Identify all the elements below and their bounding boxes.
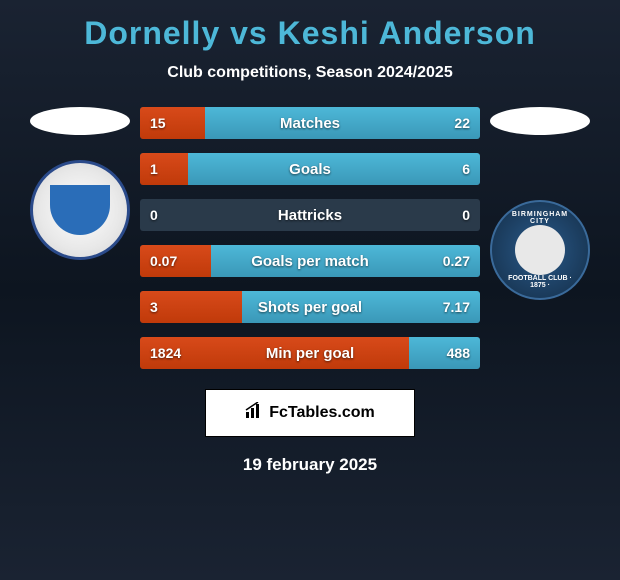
crest-shield-icon [50, 185, 110, 235]
brand-banner[interactable]: FcTables.com [205, 389, 415, 437]
left-flag-icon [30, 107, 130, 135]
brand-text: FcTables.com [269, 404, 375, 422]
stat-label: Min per goal [140, 345, 480, 362]
globe-icon [515, 225, 565, 275]
stat-bar: 3Shots per goal7.17 [140, 291, 480, 323]
page-title: Dornelly vs Keshi Anderson [0, 15, 620, 52]
chart-icon [245, 402, 263, 425]
stats-bars: 15Matches22 1Goals6 0Hattricks0 0.07Goals p… [140, 107, 480, 369]
right-flag-icon [490, 107, 590, 135]
stat-label: Hattricks [140, 207, 480, 224]
stat-label: Goals [140, 161, 480, 178]
stat-bar: 0.07Goals per match0.27 [140, 245, 480, 277]
stat-label: Shots per goal [140, 299, 480, 316]
stat-label: Matches [140, 115, 480, 132]
stat-label: Goals per match [140, 253, 480, 270]
stat-value-right: 22 [454, 115, 470, 131]
stat-bar: 0Hattricks0 [140, 199, 480, 231]
stat-value-right: 0 [462, 207, 470, 223]
stat-value-right: 6 [462, 161, 470, 177]
right-column: BIRMINGHAM CITY FOOTBALL CLUB · 1875 · [480, 107, 600, 300]
right-club-crest: BIRMINGHAM CITY FOOTBALL CLUB · 1875 · [490, 200, 590, 300]
left-club-crest [30, 160, 130, 260]
stat-bar: 15Matches22 [140, 107, 480, 139]
crest-text-bottom: FOOTBALL CLUB · 1875 · [502, 275, 578, 289]
stat-bar: 1Goals6 [140, 153, 480, 185]
stat-value-right: 488 [447, 345, 470, 361]
crest-text-top: BIRMINGHAM CITY [502, 211, 578, 225]
comparison-panel: Dornelly vs Keshi Anderson Club competit… [0, 0, 620, 485]
subtitle: Club competitions, Season 2024/2025 [0, 64, 620, 82]
date-text: 19 february 2025 [0, 455, 620, 475]
stat-value-right: 7.17 [443, 299, 470, 315]
crest-right-content: BIRMINGHAM CITY FOOTBALL CLUB · 1875 · [502, 211, 578, 289]
left-column [20, 107, 140, 260]
main-area: 15Matches22 1Goals6 0Hattricks0 0.07Goals p… [0, 107, 620, 369]
stat-value-right: 0.27 [443, 253, 470, 269]
stat-bar: 1824Min per goal488 [140, 337, 480, 369]
